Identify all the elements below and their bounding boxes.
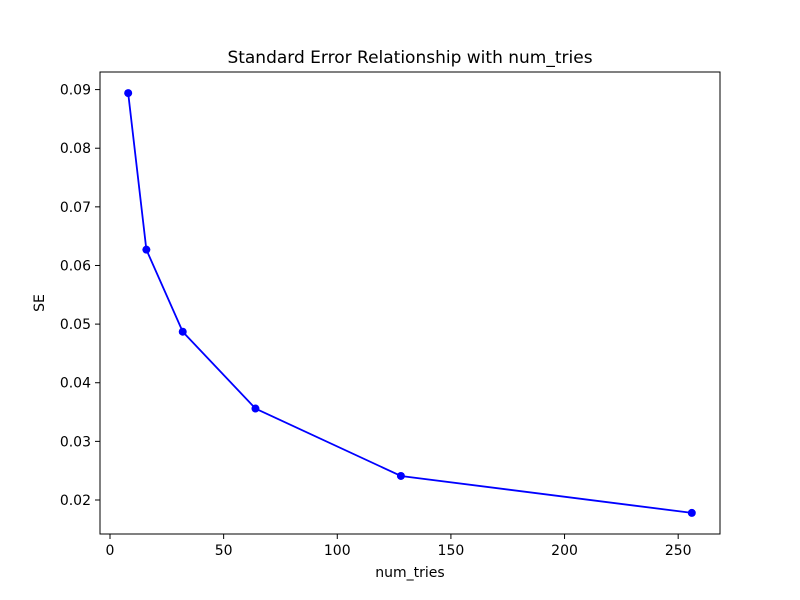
x-tick-label: 0 [106, 543, 115, 559]
x-tick-label: 150 [438, 543, 465, 559]
x-tick-label: 100 [324, 543, 351, 559]
y-tick-label: 0.08 [60, 141, 91, 157]
data-point-128 [396, 471, 405, 480]
y-tick-label: 0.04 [60, 376, 91, 392]
x-tick-label: 50 [215, 543, 233, 559]
series-line [127, 92, 693, 514]
y-tick-label: 0.09 [60, 83, 91, 99]
plot-area [100, 72, 720, 534]
data-point-8 [124, 89, 133, 98]
x-tick-label: 200 [551, 543, 578, 559]
data-point-32 [178, 327, 187, 336]
y-axis-label: SE [32, 294, 48, 312]
y-tick-label: 0.03 [60, 434, 91, 450]
x-tick-label: 250 [665, 543, 692, 559]
data-point-256 [687, 508, 696, 517]
y-tick-label: 0.05 [60, 317, 91, 333]
y-tick-label: 0.02 [60, 493, 91, 509]
x-axis-label: num_tries [375, 565, 444, 581]
data-point-16 [142, 245, 151, 254]
data-point-64 [251, 404, 260, 413]
y-tick-label: 0.06 [60, 258, 91, 274]
chart-title: Standard Error Relationship with num_tri… [227, 48, 592, 68]
y-tick-label: 0.07 [60, 200, 91, 216]
plot-border [99, 71, 721, 535]
